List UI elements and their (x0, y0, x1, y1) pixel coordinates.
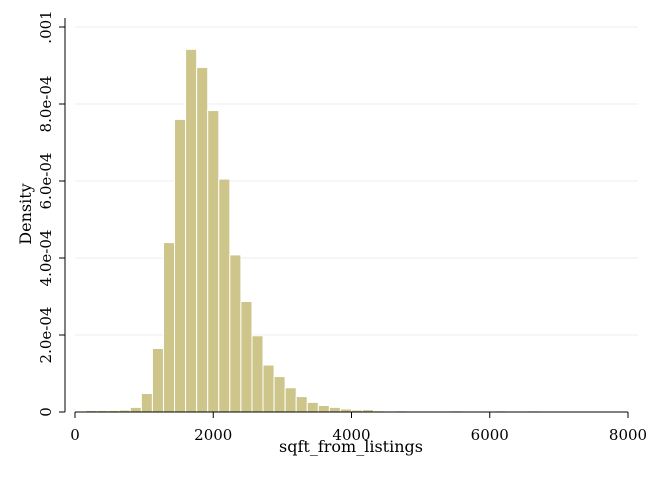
y-axis-ticks: 0 2.0e-04 4.0e-04 6.0e-04 8.0e-04 .001 (37, 10, 65, 417)
x-tick-label-0: 0 (70, 426, 80, 444)
x-axis-title: sqft_from_listings (279, 437, 423, 456)
histogram-bar-8 (174, 118, 187, 413)
y-tick-label-0: 0 (37, 407, 55, 417)
histogram-bar-21 (317, 404, 330, 413)
y-axis-title: Density (16, 183, 35, 244)
histogram-bar-20 (306, 401, 319, 413)
x-tick-label-2: 4000 (332, 426, 370, 444)
histogram-bar-19 (295, 396, 308, 413)
histogram-bar-6 (151, 347, 164, 413)
histogram-bar-12 (218, 178, 231, 413)
y-tick-label-4: 8.0e-04 (37, 76, 55, 133)
histogram-bar-10 (196, 66, 209, 413)
x-tick-label-1: 2000 (194, 426, 232, 444)
histogram-bar-15 (251, 335, 264, 413)
y-tick-label-2: 4.0e-04 (37, 230, 55, 287)
histogram-bar-9 (185, 48, 198, 413)
histogram-bar-7 (162, 242, 176, 413)
x-tick-label-3: 6000 (471, 426, 509, 444)
y-tick-label-3: 6.0e-04 (37, 153, 55, 210)
x-axis-ticks: 0 2000 4000 6000 8000 (70, 412, 647, 444)
histogram-bar-18 (284, 387, 297, 413)
histogram-bar-4 (129, 406, 142, 413)
histogram-bars (85, 48, 541, 413)
histogram-bar-5 (140, 393, 153, 413)
histogram-bar-11 (207, 110, 220, 413)
grid-lines (75, 26, 638, 336)
histogram-bar-13 (229, 254, 242, 413)
histogram-bar-17 (273, 376, 286, 413)
y-tick-label-5: .001 (37, 10, 55, 43)
histogram-bar-22 (328, 406, 341, 413)
x-tick-label-4: 8000 (609, 426, 647, 444)
histogram-bar-14 (240, 301, 253, 413)
histogram-bar-16 (262, 364, 275, 413)
y-tick-label-1: 2.0e-04 (37, 307, 55, 364)
